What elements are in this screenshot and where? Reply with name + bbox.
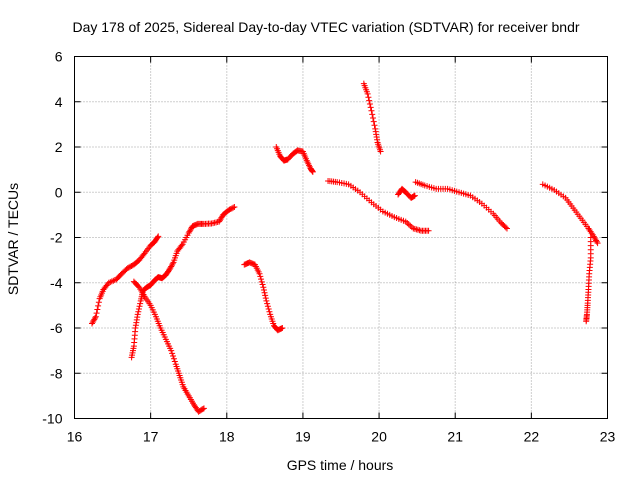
data-point: [154, 234, 161, 241]
data-point: [377, 148, 384, 155]
data-point: [262, 292, 269, 299]
data-point: [425, 227, 432, 234]
data-point: [200, 405, 207, 412]
y-tick-label: -4: [50, 275, 63, 291]
x-tick-label: 18: [219, 429, 235, 445]
data-point: [92, 313, 99, 320]
data-point: [594, 240, 601, 247]
y-tick-label: 4: [55, 94, 63, 110]
data-marks: [89, 80, 601, 415]
x-tick-label: 17: [143, 429, 159, 445]
y-tick-label: -10: [42, 411, 62, 427]
data-point: [258, 278, 265, 285]
data-point: [230, 204, 237, 211]
data-point: [257, 273, 264, 280]
data-point: [365, 94, 372, 101]
series-arc-11: [583, 234, 594, 325]
data-point: [411, 192, 418, 199]
data-point: [364, 90, 371, 97]
x-tick-label: 19: [295, 429, 311, 445]
data-point: [199, 405, 206, 412]
y-tick-label: 6: [55, 49, 63, 65]
data-point: [407, 222, 414, 229]
data-point: [95, 299, 102, 306]
data-point: [370, 118, 377, 125]
data-point: [368, 107, 375, 114]
series-arc-3: [130, 278, 207, 415]
data-point: [265, 305, 272, 312]
data-point: [135, 305, 142, 312]
data-point: [178, 242, 185, 249]
y-tick-label: -8: [50, 365, 63, 381]
chart-title: Day 178 of 2025, Sidereal Day-to-day VTE…: [72, 19, 579, 35]
x-tick-label: 16: [67, 429, 83, 445]
data-point: [137, 300, 144, 307]
data-point: [95, 302, 102, 309]
data-point: [92, 315, 99, 322]
data-point: [367, 104, 374, 111]
data-point: [264, 300, 271, 307]
data-point: [169, 260, 176, 267]
data-point: [170, 353, 177, 360]
data-point: [369, 115, 376, 122]
series-arc-6: [360, 80, 384, 155]
y-tick-label: -6: [50, 320, 63, 336]
x-tick-label: 21: [447, 429, 463, 445]
series-arc-4: [241, 259, 286, 334]
data-point: [366, 97, 373, 104]
series-arc-5: [273, 144, 316, 175]
data-point: [136, 303, 143, 310]
x-tick-label: 20: [371, 429, 387, 445]
data-point: [262, 295, 269, 302]
data-point: [279, 325, 286, 331]
x-tick-label: 23: [600, 429, 616, 445]
y-tick-label: 2: [55, 139, 63, 155]
data-point: [366, 101, 373, 108]
series-arc-10: [539, 181, 601, 247]
data-point: [261, 289, 268, 296]
data-point: [231, 203, 238, 210]
data-point: [264, 303, 271, 310]
data-point: [371, 122, 378, 129]
data-point: [260, 286, 267, 293]
series-arc-2: [128, 203, 238, 361]
y-tick-label: -2: [50, 230, 63, 246]
data-point: [309, 168, 316, 175]
data-point: [256, 270, 263, 277]
data-point: [405, 221, 412, 228]
data-point: [502, 224, 509, 231]
data-point: [93, 310, 100, 317]
series-arc-1: [89, 233, 162, 327]
x-axis-label: GPS time / hours: [287, 457, 394, 473]
data-point: [263, 297, 270, 304]
data-point: [583, 318, 590, 325]
data-point: [258, 276, 265, 283]
data-point: [260, 284, 267, 291]
series-arc-7: [325, 177, 432, 234]
data-point: [135, 308, 142, 315]
x-tick-label: 22: [524, 429, 540, 445]
data-point: [593, 238, 600, 245]
data-point: [369, 111, 376, 118]
data-point: [503, 225, 510, 232]
data-point: [171, 358, 178, 365]
data-point: [155, 233, 162, 240]
data-point: [266, 308, 273, 315]
data-point: [169, 350, 176, 357]
axis-ticks: 16 17 18 19 20 21 22 23 -10 -8 -6 -4 -2 0 2 4 6: [42, 49, 615, 445]
y-tick-label: 0: [55, 184, 63, 200]
series-arc-9: [412, 179, 510, 232]
series-arc-8: [395, 185, 418, 201]
data-point: [168, 347, 175, 354]
data-point: [170, 355, 177, 362]
data-point: [259, 281, 266, 288]
data-point: [134, 311, 141, 318]
data-point: [94, 306, 101, 313]
grid: [74, 56, 608, 419]
y-axis-label: SDTVAR / TECUs: [5, 183, 21, 295]
